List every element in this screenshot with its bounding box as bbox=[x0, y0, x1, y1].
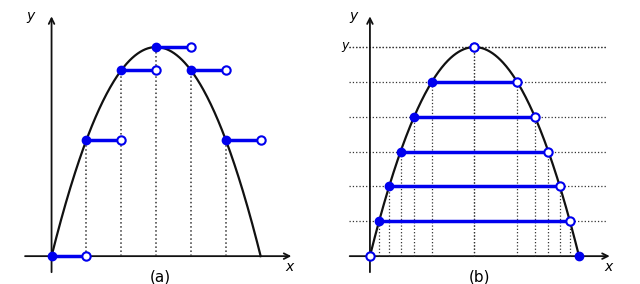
Text: (b): (b) bbox=[469, 269, 491, 284]
Text: $y$: $y$ bbox=[341, 40, 351, 54]
Text: y: y bbox=[26, 9, 35, 23]
Text: x: x bbox=[604, 260, 612, 274]
Text: y: y bbox=[349, 9, 357, 23]
Text: (a): (a) bbox=[149, 269, 171, 284]
Text: x: x bbox=[286, 260, 294, 274]
